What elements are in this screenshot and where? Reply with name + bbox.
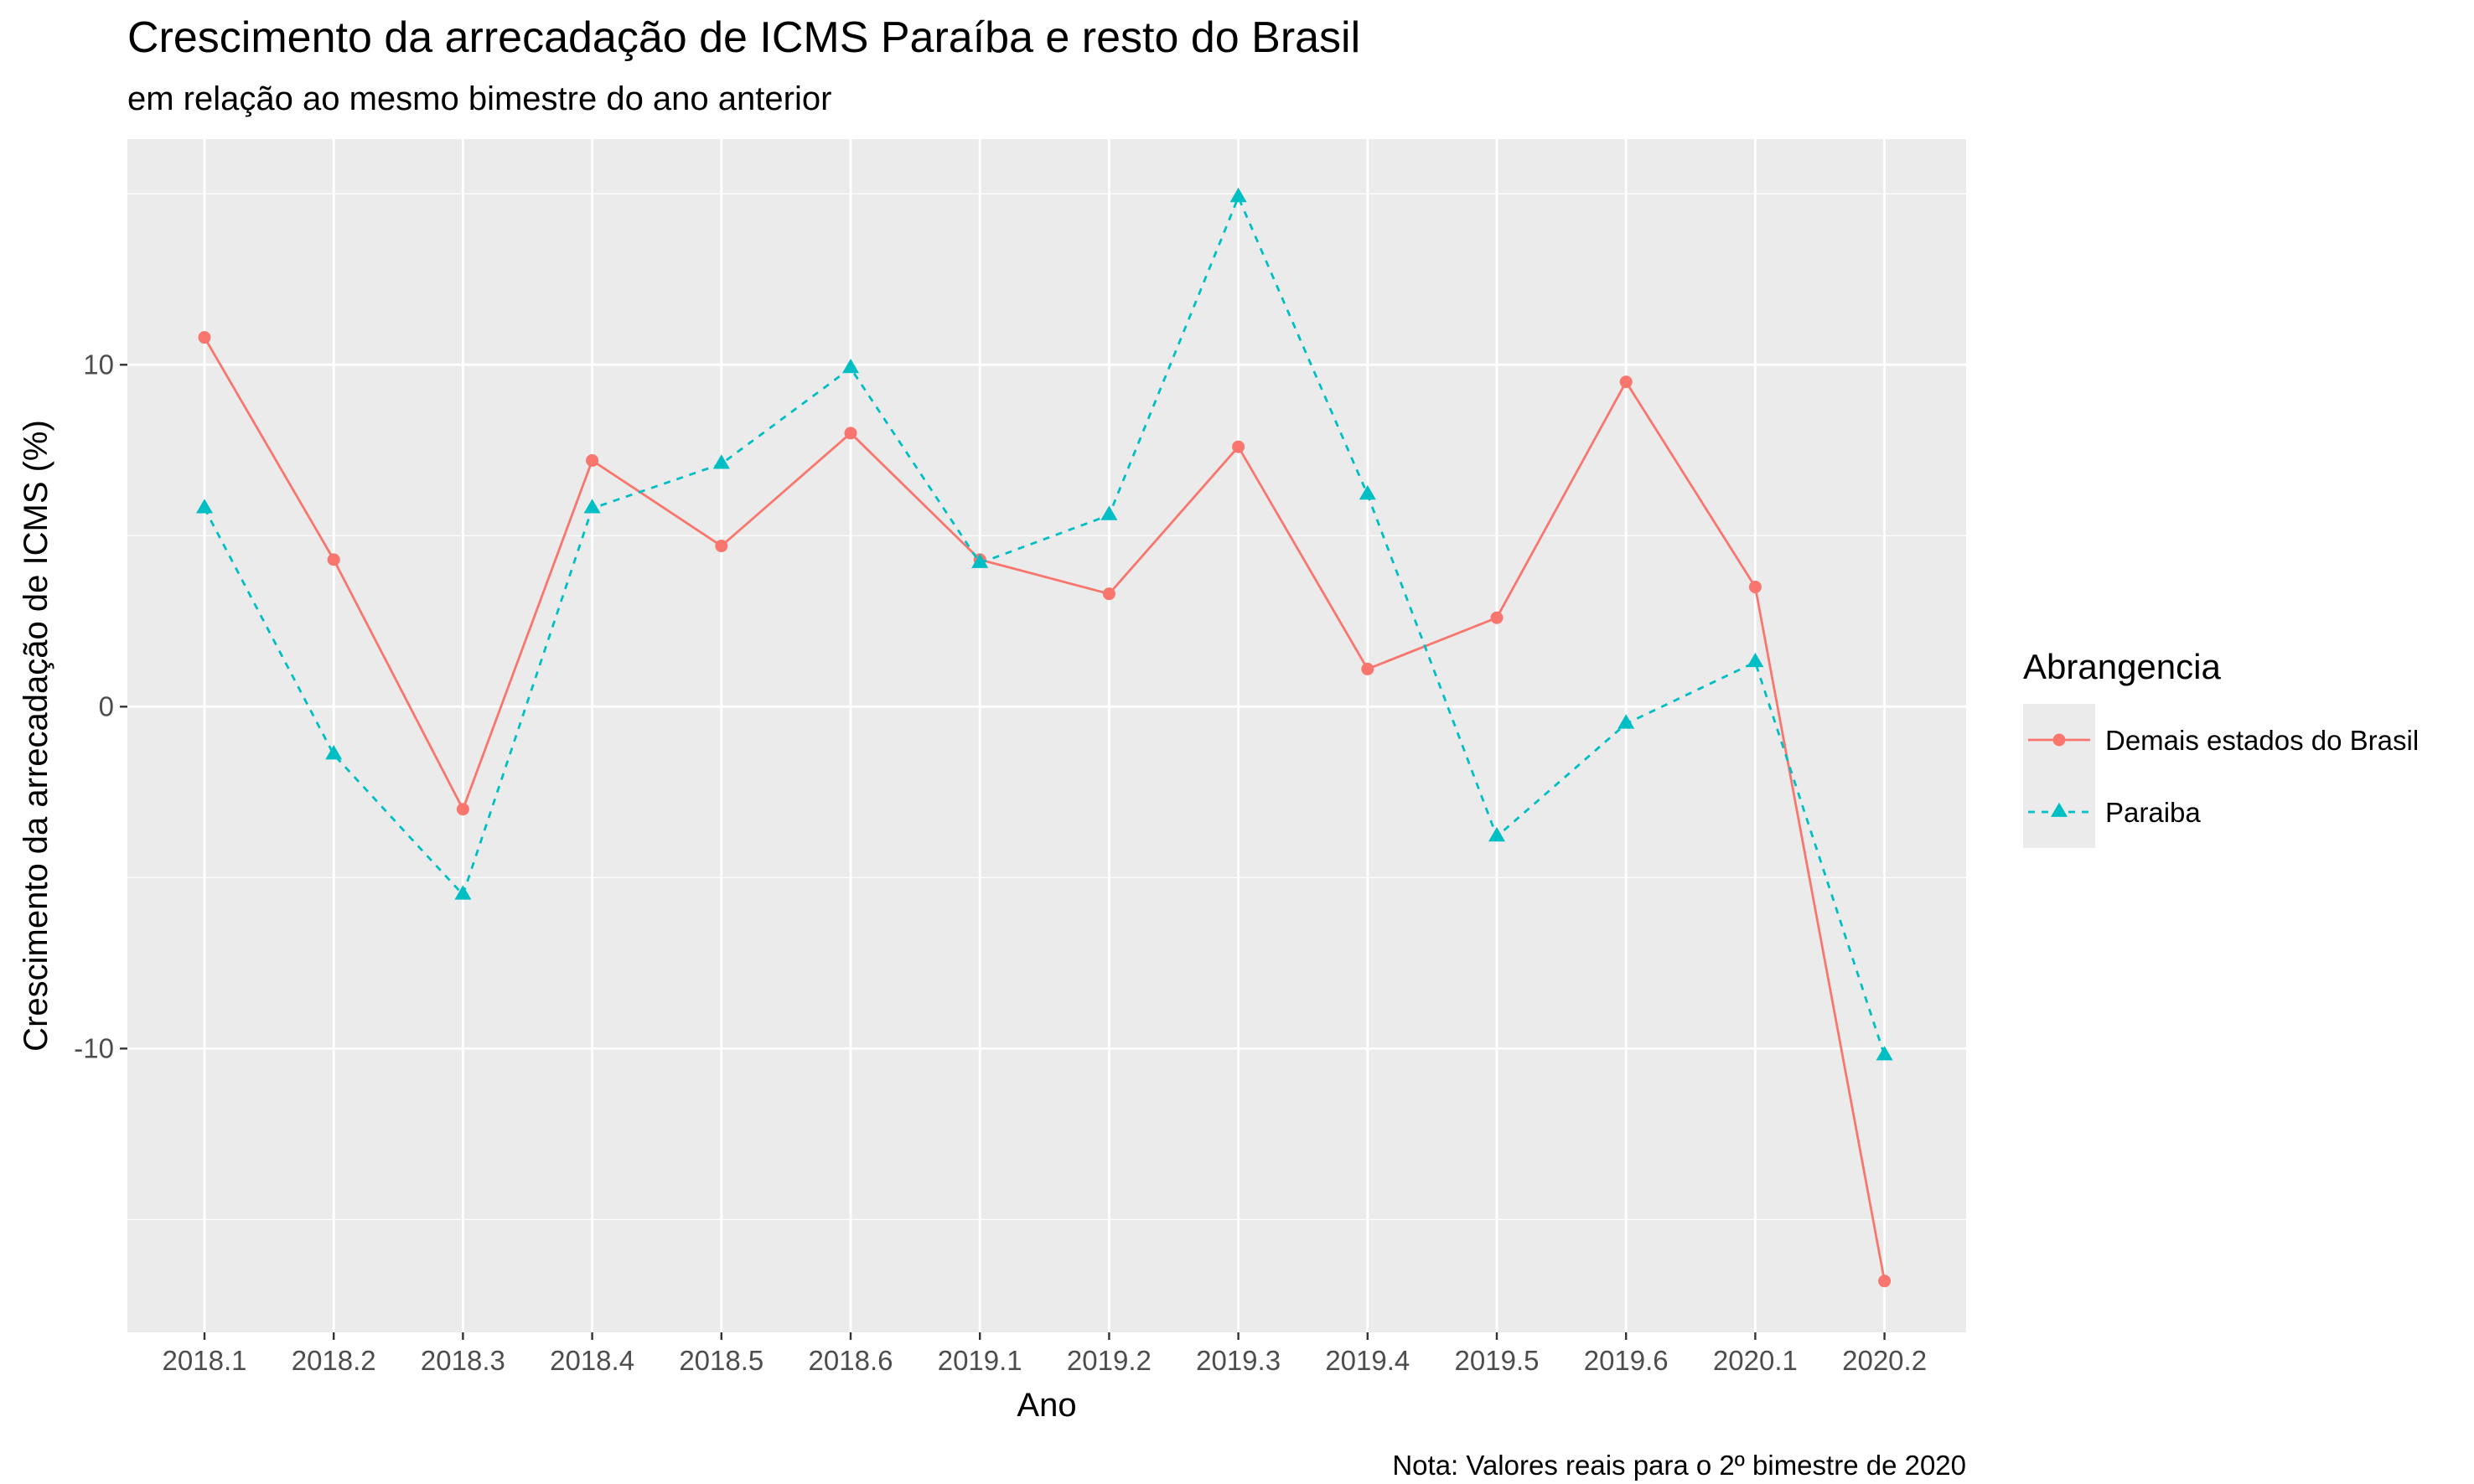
data-point-paraiba	[1229, 187, 1247, 203]
minor-gridlines	[127, 193, 1966, 1220]
data-point-demais	[1878, 1275, 1892, 1288]
x-tick-label: 2020.2	[1842, 1345, 1927, 1376]
x-tick-label: 2019.1	[938, 1345, 1022, 1376]
data-point-paraiba	[1617, 714, 1635, 729]
plot-panel	[127, 139, 1966, 1332]
data-point-paraiba	[196, 499, 213, 514]
data-point-paraiba	[712, 454, 730, 469]
legend-key-marker-demais	[2052, 733, 2066, 747]
x-tick-label: 2019.3	[1196, 1345, 1281, 1376]
x-tick-label: 2019.4	[1325, 1345, 1410, 1376]
data-point-paraiba	[1747, 652, 1764, 668]
chart-title: Crescimento da arrecadação de ICMS Paraí…	[127, 13, 1360, 62]
legend-keys	[2028, 733, 2090, 817]
data-point-paraiba	[1359, 484, 1376, 500]
series-line-paraiba	[203, 195, 1886, 1056]
x-tick-label: 2019.2	[1067, 1345, 1152, 1376]
x-tick-label: 2018.3	[421, 1345, 505, 1376]
series-layer	[196, 187, 1893, 1288]
data-point-demais	[586, 454, 599, 468]
x-tick-label: 2019.5	[1455, 1345, 1540, 1376]
data-point-paraiba	[1488, 826, 1505, 842]
x-tick-label: 2018.5	[679, 1345, 763, 1376]
x-axis-title: Ano	[1017, 1387, 1076, 1424]
axis-ticks: -10 0 10 2018.1 2018.2 2018.3 2018.4 2018.5 2018…	[74, 349, 1927, 1376]
data-point-paraiba	[454, 885, 472, 900]
data-point-paraiba	[971, 553, 989, 568]
chart-caption: Nota: Valores reais para o 2º bimestre d…	[1392, 1450, 1966, 1481]
data-point-demais	[1490, 611, 1504, 624]
data-point-paraiba	[325, 745, 343, 760]
data-point-paraiba	[1100, 505, 1118, 520]
data-point-demais	[198, 331, 211, 344]
legend: Abrangencia Demais estados do Brasil Par…	[2023, 647, 2419, 848]
y-tick-label: -10	[74, 1032, 114, 1063]
legend-key-marker-paraiba	[2051, 802, 2068, 817]
data-point-demais	[715, 540, 728, 553]
data-point-demais	[1748, 581, 1762, 594]
x-tick-label: 2018.6	[809, 1345, 893, 1376]
series-line-demais	[203, 336, 1886, 1282]
data-point-demais	[1232, 440, 1245, 453]
y-tick-label: 10	[83, 349, 114, 380]
major-gridlines	[127, 139, 1966, 1332]
x-tick-label: 2019.6	[1584, 1345, 1669, 1376]
data-point-paraiba	[1876, 1046, 1893, 1061]
x-tick-label: 2018.4	[550, 1345, 634, 1376]
data-point-demais	[456, 803, 469, 816]
legend-title: Abrangencia	[2023, 647, 2221, 686]
legend-label-demais: Demais estados do Brasil	[2105, 725, 2419, 756]
chart-subtitle: em relação ao mesmo bimestre do ano ante…	[127, 80, 831, 117]
data-point-demais	[844, 427, 857, 440]
data-point-demais	[327, 553, 340, 566]
data-point-demais	[1619, 375, 1633, 389]
y-tick-label: 0	[99, 690, 114, 721]
data-point-paraiba	[842, 358, 859, 374]
legend-label-paraiba: Paraiba	[2105, 797, 2201, 828]
x-tick-label: 2018.2	[292, 1345, 376, 1376]
data-point-demais	[1361, 662, 1374, 675]
data-point-paraiba	[583, 499, 601, 514]
x-tick-label: 2018.1	[163, 1345, 247, 1376]
data-point-demais	[1102, 587, 1115, 601]
y-axis-title: Crescimento da arrecadação de ICMS (%)	[18, 420, 54, 1052]
x-tick-label: 2020.1	[1713, 1345, 1798, 1376]
